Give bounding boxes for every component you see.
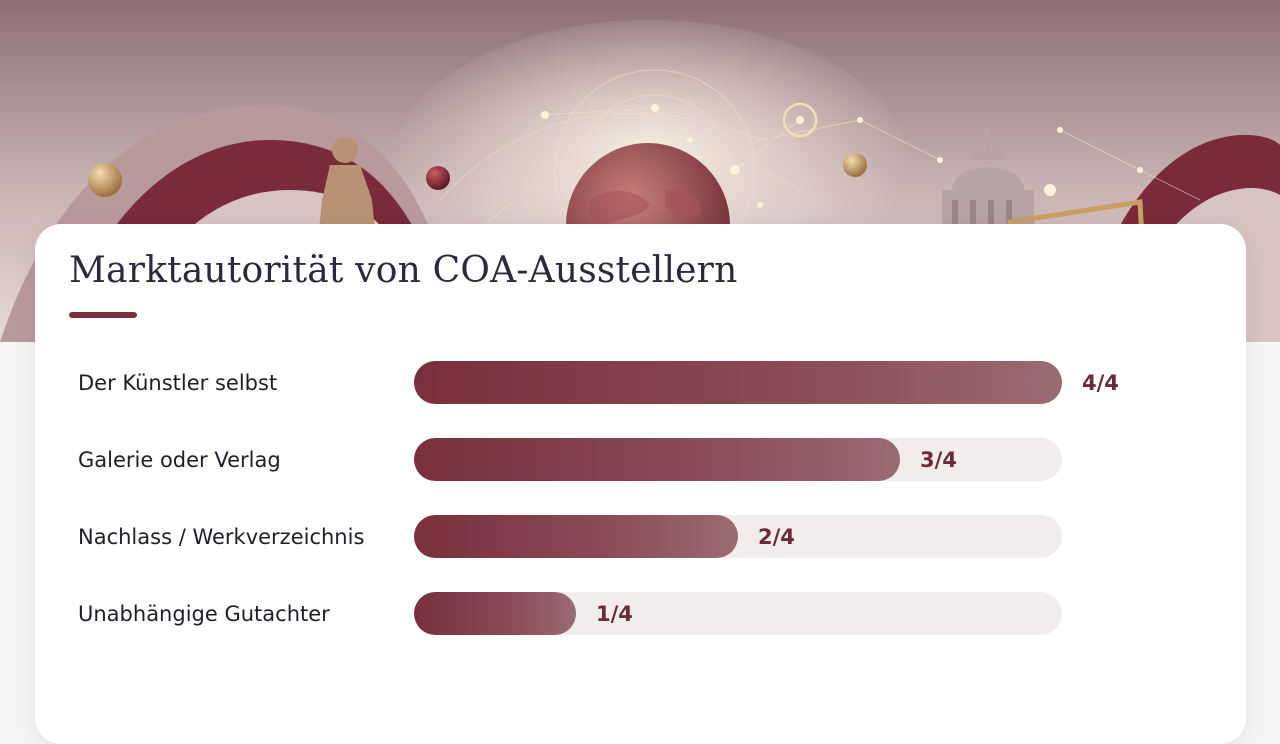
value-label: 4/4 <box>1082 371 1119 395</box>
value-label: 3/4 <box>920 448 957 472</box>
category-label: Nachlass / Werkverzeichnis <box>78 525 365 549</box>
bar-chart: Der Künstler selbst 4/4 Galerie oder Verla… <box>35 224 1246 744</box>
title-underline <box>69 312 137 318</box>
bar <box>414 592 576 635</box>
bar <box>414 515 738 558</box>
category-label: Unabhängige Gutachter <box>78 602 330 626</box>
value-label: 2/4 <box>758 525 795 549</box>
bar <box>414 438 900 481</box>
chart-title: Marktautorität von COA-Ausstellern <box>69 250 738 291</box>
bar <box>414 361 1062 404</box>
value-label: 1/4 <box>596 602 633 626</box>
category-label: Der Künstler selbst <box>78 371 278 395</box>
chart-card: Marktautorität von COA-Ausstellern Der K… <box>35 224 1246 744</box>
category-label: Galerie oder Verlag <box>78 448 281 472</box>
